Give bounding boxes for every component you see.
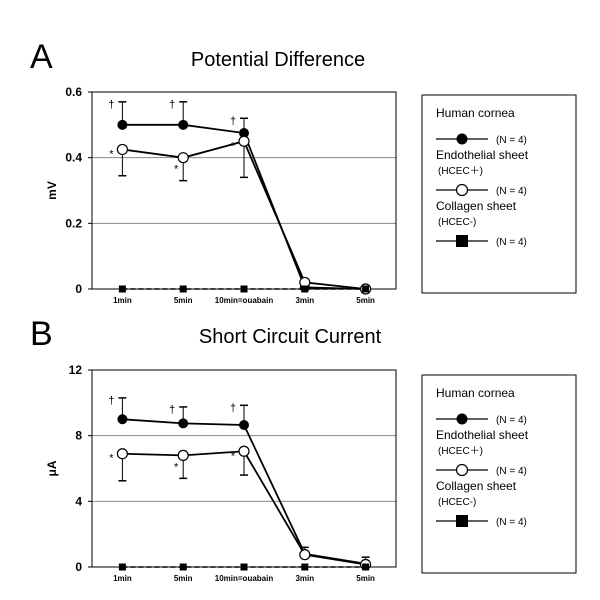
significance-mark: * xyxy=(231,450,236,462)
data-point xyxy=(239,419,249,430)
series-open-circle: * * * xyxy=(109,445,372,571)
y-tick-label: 8 xyxy=(75,429,82,443)
legend-sublabel: (HCEC-) xyxy=(438,217,476,228)
y-tick-label: 4 xyxy=(75,494,82,508)
legend-label: Human cornea xyxy=(436,386,515,400)
data-point xyxy=(362,563,370,571)
y-tick-label: 0.2 xyxy=(65,216,82,230)
y-tick-label: 12 xyxy=(69,363,83,377)
x-tick-label: 1min xyxy=(113,574,132,583)
series-filled-circle: † † † xyxy=(108,99,371,294)
legend-marker xyxy=(456,133,468,145)
data-point xyxy=(179,563,187,571)
legend-sublabel: (HCEC＋) xyxy=(438,446,483,457)
data-point xyxy=(177,449,189,461)
y-tick-label: 0.4 xyxy=(65,151,82,165)
data-point xyxy=(238,445,250,457)
significance-mark: * xyxy=(109,148,114,160)
data-point xyxy=(179,285,187,293)
legend-marker xyxy=(456,515,468,527)
legend-label: Endothelial sheet xyxy=(436,428,529,442)
panel-letter: B xyxy=(30,315,53,353)
x-tick-label: 5min xyxy=(356,296,375,305)
legend-sublabel: (HCEC-) xyxy=(438,497,476,508)
legend-marker xyxy=(455,183,469,197)
x-tick-label: 1min xyxy=(113,296,132,305)
significance-mark: † xyxy=(169,404,175,416)
series-filled-square xyxy=(118,285,370,293)
data-point xyxy=(239,128,249,139)
legend-n-label: (N = 4) xyxy=(496,135,527,146)
x-tick-label: 5min xyxy=(356,574,375,583)
significance-mark: † xyxy=(108,99,114,111)
series-filled-circle: † † † xyxy=(108,395,371,569)
data-point xyxy=(118,285,126,293)
legend-n-label: (N = 4) xyxy=(496,186,527,197)
significance-mark: * xyxy=(174,164,179,176)
legend-n-label: (N = 4) xyxy=(496,466,527,477)
legend: Human cornea (N = 4) Endothelial sheet (HCE… xyxy=(421,374,577,574)
significance-mark: * xyxy=(174,461,179,473)
legend-box xyxy=(421,94,577,294)
legend-n-label: (N = 4) xyxy=(496,237,527,248)
data-point xyxy=(238,135,250,147)
y-tick-label: 0.6 xyxy=(65,85,82,99)
significance-mark: † xyxy=(230,402,236,414)
data-point xyxy=(117,414,128,425)
legend-label: Collagen sheet xyxy=(436,479,517,493)
x-tick-label: 5min xyxy=(174,296,193,305)
data-point xyxy=(240,285,248,293)
significance-mark: † xyxy=(169,99,175,111)
data-point xyxy=(116,143,129,156)
significance-mark: * xyxy=(109,453,114,465)
data-point xyxy=(362,285,370,293)
series-open-circle: * * * xyxy=(109,135,372,295)
x-tick-label: 10min=ouabain xyxy=(215,296,274,305)
legend-label: Endothelial sheet xyxy=(436,148,529,162)
data-point xyxy=(299,549,311,561)
data-point xyxy=(118,563,126,571)
chart-title: Potential Difference xyxy=(191,49,365,71)
legend-sublabel: (HCEC＋) xyxy=(438,166,483,177)
significance-mark: † xyxy=(230,115,236,127)
x-tick-label: 3min xyxy=(295,296,314,305)
data-point xyxy=(177,152,189,164)
data-point xyxy=(116,448,129,460)
panel-letter: A xyxy=(30,38,53,76)
series-line xyxy=(122,418,366,565)
legend-marker xyxy=(456,413,468,425)
x-tick-label: 10min=ouabain xyxy=(215,574,274,583)
x-tick-label: 5min xyxy=(174,574,193,583)
legend-label: Collagen sheet xyxy=(436,199,517,213)
legend-marker xyxy=(456,235,468,247)
legend-marker xyxy=(455,463,469,477)
data-point xyxy=(117,119,128,130)
y-axis-label: μA xyxy=(45,460,59,476)
significance-mark: * xyxy=(231,140,236,152)
data-point xyxy=(301,285,309,293)
series-filled-square xyxy=(118,563,370,571)
legend: Human cornea (N = 4) Endothelial sheet (HCE… xyxy=(421,94,577,294)
chart-title: Short Circuit Current xyxy=(199,326,382,348)
legend-box xyxy=(421,374,577,574)
panel-B: B Short Circuit Current 0 4 8 12 μA 1min 5min 10m… xyxy=(30,315,577,583)
y-tick-label: 0 xyxy=(75,560,82,574)
data-point xyxy=(301,563,309,571)
legend-label: Human cornea xyxy=(436,106,515,120)
legend-n-label: (N = 4) xyxy=(496,415,527,426)
legend-n-label: (N = 4) xyxy=(496,517,527,528)
data-point xyxy=(240,563,248,571)
x-tick-label: 3min xyxy=(295,574,314,583)
data-point xyxy=(178,119,189,130)
panel-A: A Potential Difference 0 0.2 0.4 0.6 mV 1min 5mi… xyxy=(30,38,577,305)
y-axis-label: mV xyxy=(45,181,59,200)
significance-mark: † xyxy=(108,395,114,407)
y-tick-label: 0 xyxy=(75,282,82,296)
data-point xyxy=(178,418,189,429)
